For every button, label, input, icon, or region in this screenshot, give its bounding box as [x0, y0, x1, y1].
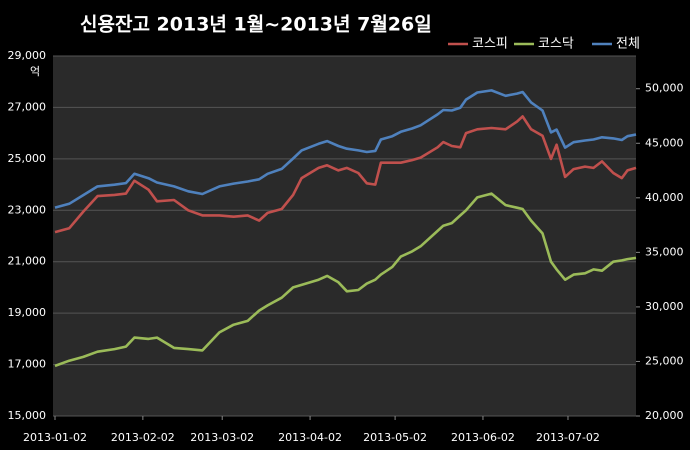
y-tick-label: 25,000: [8, 152, 47, 165]
x-tick-label: 2013-05-02: [363, 431, 427, 444]
chart-title: 신용잔고 2013년 1월~2013년 7월26일: [80, 14, 432, 36]
legend-label: 코스닥: [538, 37, 574, 52]
legend-label: 전체: [616, 37, 640, 52]
y-unit-label: 억: [30, 65, 40, 78]
x-tick-label: 2013-07-02: [536, 431, 600, 444]
y2-tick-label: 45,000: [645, 136, 684, 149]
data-line: [54, 192, 637, 368]
y-tick-label: 19,000: [8, 306, 47, 319]
y2-tick-label: 25,000: [645, 354, 684, 367]
y2-tick-label: 30,000: [645, 300, 684, 313]
x-tick-label: 2013-01-02: [23, 431, 87, 444]
y2-tick-label: 50,000: [645, 82, 684, 95]
plot-area: [53, 56, 636, 416]
y-tick-label: 17,000: [8, 358, 47, 371]
x-tick-label: 2013-02-02: [111, 431, 175, 444]
data-line: [54, 115, 637, 234]
y2-tick-label: 40,000: [645, 191, 684, 204]
y-tick-label: 21,000: [8, 255, 47, 268]
x-tick-label: 2013-04-02: [278, 431, 342, 444]
y-tick-label: 27,000: [8, 100, 47, 113]
legend-label: 코스피: [472, 37, 508, 52]
y2-tick-label: 20,000: [645, 409, 684, 422]
x-tick-label: 2013-03-02: [190, 431, 254, 444]
y-tick-label: 15,000: [8, 409, 47, 422]
x-tick-label: 2013-06-02: [451, 431, 515, 444]
y-tick-label: 29,000: [8, 49, 47, 62]
y2-tick-label: 35,000: [645, 245, 684, 258]
y-tick-label: 23,000: [8, 203, 47, 216]
data-line: [54, 89, 637, 209]
